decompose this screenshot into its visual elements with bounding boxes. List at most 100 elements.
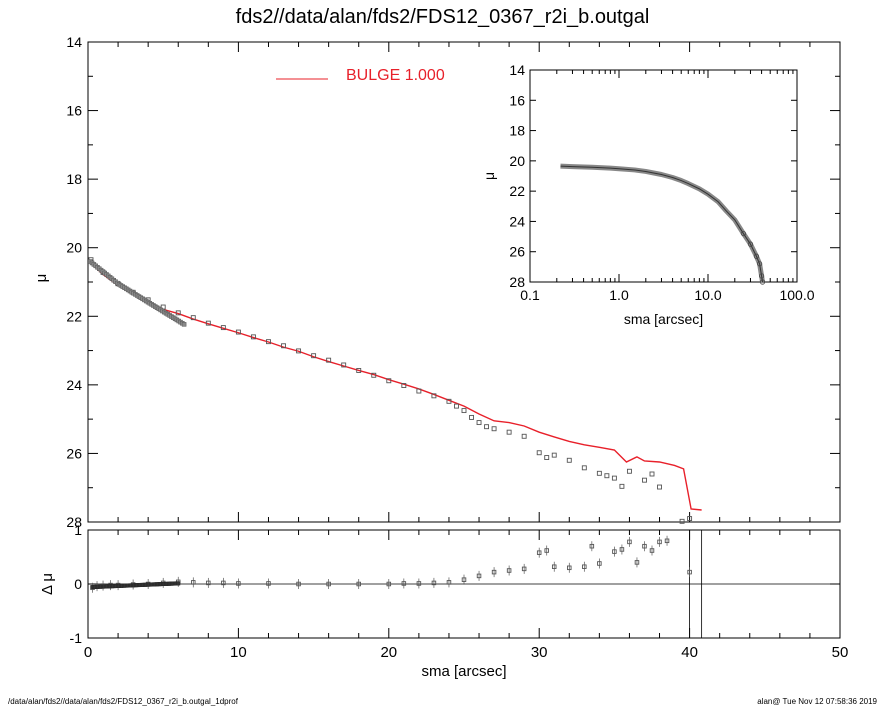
y-tick-label: 16 (66, 103, 82, 119)
main-panel: 14 16 18 20 22 24 26 28 μ BULGE 1.000 (33, 34, 841, 530)
residual-y-tick-label: -1 (70, 630, 83, 646)
data-point (649, 471, 655, 477)
residual-point (544, 548, 549, 553)
x-tick-label: 20 (380, 644, 397, 661)
data-point (281, 343, 286, 349)
footer-filename: /data/alan/fds2//data/alan/fds2/FDS12_03… (8, 697, 238, 706)
data-point (611, 475, 617, 481)
data-point (642, 477, 647, 483)
residual-point (642, 543, 647, 549)
residual-point (634, 560, 640, 565)
data-point (235, 329, 241, 335)
data-point (657, 484, 662, 490)
data-point (205, 320, 211, 326)
x-tick-label: 40 (681, 644, 698, 661)
inset-data-point (740, 230, 747, 237)
residual-point (521, 566, 527, 572)
data-point (491, 426, 497, 432)
data-point (341, 362, 347, 368)
inset-data-point (753, 253, 760, 259)
inset-y-tick-label: 14 (509, 62, 525, 78)
data-point (175, 310, 181, 316)
data-point (446, 398, 452, 404)
data-point (687, 516, 693, 522)
inset-x-axis-label: sma [arcsec] (624, 311, 703, 327)
data-point (521, 433, 527, 439)
residual-point (657, 539, 662, 545)
data-point (416, 388, 422, 394)
residual-y-tick-label: 0 (74, 576, 82, 592)
inset-y-tick-label: 20 (509, 153, 525, 169)
data-point (626, 468, 632, 474)
residual-point (582, 564, 587, 569)
residual-point (567, 565, 572, 571)
residual-point (206, 580, 211, 586)
residual-point (416, 581, 422, 586)
data-point (484, 424, 490, 430)
y-tick-label: 20 (66, 240, 82, 256)
residual-point (536, 550, 542, 555)
data-point (604, 473, 610, 479)
data-point (250, 334, 256, 340)
x-tick-label: 50 (832, 644, 849, 661)
data-point (461, 408, 467, 414)
x-axis-label: sma [arcsec] (421, 663, 506, 680)
inset-panel: 14 16 18 20 22 24 26 280.1 1.0 10.0 100.0 sma [arcs… (481, 62, 815, 327)
inset-y-tick-label: 18 (509, 123, 525, 139)
inset-y-tick-label: 16 (509, 92, 525, 108)
residual-point (551, 564, 557, 569)
y-tick-label: 26 (66, 445, 82, 461)
data-point (386, 378, 392, 384)
y-tick-label: 22 (66, 308, 82, 324)
inset-y-tick-label: 22 (509, 183, 525, 199)
chart-title: fds2//data/alan/fds2/FDS12_0367_r2i_b.ou… (235, 6, 650, 28)
data-point (536, 450, 542, 456)
inset-data-point (747, 241, 754, 247)
y-tick-label: 28 (66, 514, 82, 530)
data-point (544, 455, 550, 460)
residual-point (491, 569, 497, 575)
inset-x-tick-label: 10.0 (694, 287, 721, 303)
residual-point (619, 547, 625, 552)
residual-point (401, 581, 407, 586)
inset-data-point (759, 279, 766, 285)
data-point (356, 368, 362, 373)
residual-point (221, 580, 226, 586)
inset-x-tick-label: 0.1 (520, 287, 540, 303)
data-point (679, 518, 685, 524)
data-point (401, 383, 407, 388)
data-point (266, 339, 271, 345)
inset-x-tick-label: 1.0 (609, 287, 629, 303)
data-point (220, 325, 226, 331)
x-tick-label: 10 (230, 644, 247, 661)
residual-point (506, 568, 512, 573)
main-y-axis-label: μ (33, 274, 50, 283)
data-point (454, 403, 459, 409)
inset-y-axis-label: μ (481, 172, 497, 180)
data-point (190, 315, 196, 321)
residual-point (476, 573, 482, 579)
residual-point (627, 539, 632, 545)
footer-timestamp: alan@ Tue Nov 12 07:58:36 2019 (757, 697, 877, 706)
residual-point (296, 581, 301, 587)
inset-x-tick-label: 100.0 (779, 287, 814, 303)
residual-point (687, 569, 692, 575)
data-point (371, 372, 377, 378)
residual-point (326, 581, 331, 587)
data-point (619, 483, 625, 489)
data-point (596, 470, 602, 476)
residual-y-axis-label: Δ μ (39, 573, 56, 595)
inset-y-tick-label: 26 (509, 244, 525, 260)
residual-point (386, 581, 392, 587)
y-tick-label: 18 (66, 171, 82, 187)
legend-label: BULGE 1.000 (346, 67, 445, 84)
data-point (566, 457, 572, 463)
residual-point (461, 577, 467, 582)
residual-point (266, 581, 271, 586)
residual-point (589, 543, 595, 549)
y-tick-label: 24 (66, 377, 82, 393)
residual-point (597, 561, 602, 566)
data-point (506, 429, 512, 435)
